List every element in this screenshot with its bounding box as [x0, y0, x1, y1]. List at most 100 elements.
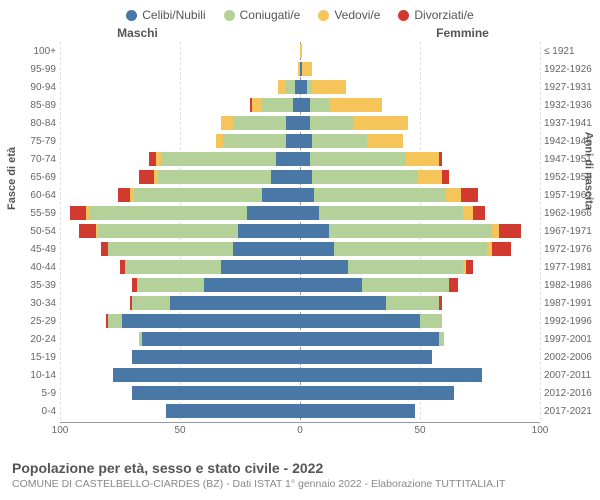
- legend-item: Divorziati/e: [398, 8, 473, 22]
- male-bar: [60, 152, 300, 166]
- age-row: 35-391982-1986: [60, 276, 540, 294]
- x-tick: 0: [297, 425, 303, 436]
- segment-single: [300, 116, 310, 130]
- segment-widowed: [216, 134, 223, 148]
- segment-single: [300, 314, 420, 328]
- gridline: [540, 42, 541, 420]
- legend-label: Coniugati/e: [240, 8, 301, 22]
- segment-widowed: [406, 152, 440, 166]
- x-tick: 50: [414, 425, 425, 436]
- female-bar: [300, 368, 540, 382]
- segment-divorced: [449, 278, 459, 292]
- x-tick: 100: [52, 425, 69, 436]
- y-axis-left-title: Fasce di età: [6, 147, 18, 210]
- segment-single: [132, 350, 300, 364]
- segment-divorced: [466, 260, 473, 274]
- segment-married: [108, 242, 233, 256]
- female-bar: [300, 44, 540, 58]
- male-bar: [60, 332, 300, 346]
- male-bar: [60, 278, 300, 292]
- birth-year-label: 1992-1996: [544, 316, 600, 327]
- age-label: 50-54: [18, 226, 56, 237]
- segment-single: [300, 386, 454, 400]
- age-row: 85-891932-1936: [60, 96, 540, 114]
- male-bar: [60, 116, 300, 130]
- birth-year-label: 1987-1991: [544, 298, 600, 309]
- segment-single: [300, 188, 314, 202]
- legend-item: Vedovi/e: [318, 8, 380, 22]
- birth-year-label: 2012-2016: [544, 388, 600, 399]
- segment-divorced: [439, 152, 441, 166]
- legend-label: Vedovi/e: [334, 8, 380, 22]
- segment-married: [161, 152, 276, 166]
- segment-divorced: [499, 224, 521, 238]
- male-bar: [60, 386, 300, 400]
- segment-single: [300, 98, 310, 112]
- male-bar: [60, 314, 300, 328]
- female-bar: [300, 350, 540, 364]
- x-tick: 100: [532, 425, 549, 436]
- segment-married: [312, 170, 418, 184]
- segment-single: [300, 224, 329, 238]
- age-label: 60-64: [18, 190, 56, 201]
- segment-single: [286, 116, 300, 130]
- segment-married: [125, 260, 221, 274]
- segment-single: [286, 134, 300, 148]
- age-row: 95-991922-1926: [60, 60, 540, 78]
- age-label: 0-4: [18, 406, 56, 417]
- female-bar: [300, 260, 540, 274]
- female-bar: [300, 62, 540, 76]
- female-bar: [300, 170, 540, 184]
- birth-year-label: 1957-1961: [544, 190, 600, 201]
- age-label: 40-44: [18, 262, 56, 273]
- segment-widowed: [463, 206, 473, 220]
- segment-married: [420, 314, 442, 328]
- segment-single: [166, 404, 300, 418]
- segment-widowed: [300, 44, 302, 58]
- segment-divorced: [118, 188, 130, 202]
- segment-widowed: [492, 224, 499, 238]
- segment-single: [142, 332, 300, 346]
- male-label: Maschi: [20, 26, 300, 40]
- male-bar: [60, 296, 300, 310]
- birth-year-label: 1932-1936: [544, 100, 600, 111]
- legend-swatch: [126, 10, 137, 21]
- birth-year-label: ≤ 1921: [544, 46, 600, 57]
- age-label: 90-94: [18, 82, 56, 93]
- male-bar: [60, 206, 300, 220]
- age-row: 90-941927-1931: [60, 78, 540, 96]
- chart-footer: Popolazione per età, sesso e stato civil…: [12, 460, 588, 490]
- legend: Celibi/NubiliConiugati/eVedovi/eDivorzia…: [0, 0, 600, 22]
- segment-single: [300, 404, 415, 418]
- age-row: 40-441977-1981: [60, 258, 540, 276]
- legend-label: Divorziati/e: [414, 8, 473, 22]
- segment-married: [262, 98, 293, 112]
- segment-divorced: [101, 242, 108, 256]
- birth-year-label: 1952-1956: [544, 172, 600, 183]
- segment-divorced: [79, 224, 96, 238]
- female-bar: [300, 134, 540, 148]
- segment-single: [300, 332, 439, 346]
- male-bar: [60, 404, 300, 418]
- birth-year-label: 1972-1976: [544, 244, 600, 255]
- plot-area: 100+≤ 192195-991922-192690-941927-193185…: [60, 42, 540, 420]
- segment-divorced: [492, 242, 511, 256]
- age-label: 70-74: [18, 154, 56, 165]
- age-row: 25-291992-1996: [60, 312, 540, 330]
- female-bar: [300, 206, 540, 220]
- age-label: 95-99: [18, 64, 56, 75]
- segment-single: [300, 242, 334, 256]
- segment-single: [247, 206, 300, 220]
- segment-single: [300, 278, 362, 292]
- birth-year-label: 1947-1951: [544, 154, 600, 165]
- age-row: 100+≤ 1921: [60, 42, 540, 60]
- birth-year-label: 1962-1966: [544, 208, 600, 219]
- age-row: 0-42017-2021: [60, 402, 540, 420]
- female-bar: [300, 98, 540, 112]
- age-label: 75-79: [18, 136, 56, 147]
- age-label: 80-84: [18, 118, 56, 129]
- age-label: 65-69: [18, 172, 56, 183]
- segment-single: [170, 296, 300, 310]
- segment-single: [300, 152, 310, 166]
- age-label: 30-34: [18, 298, 56, 309]
